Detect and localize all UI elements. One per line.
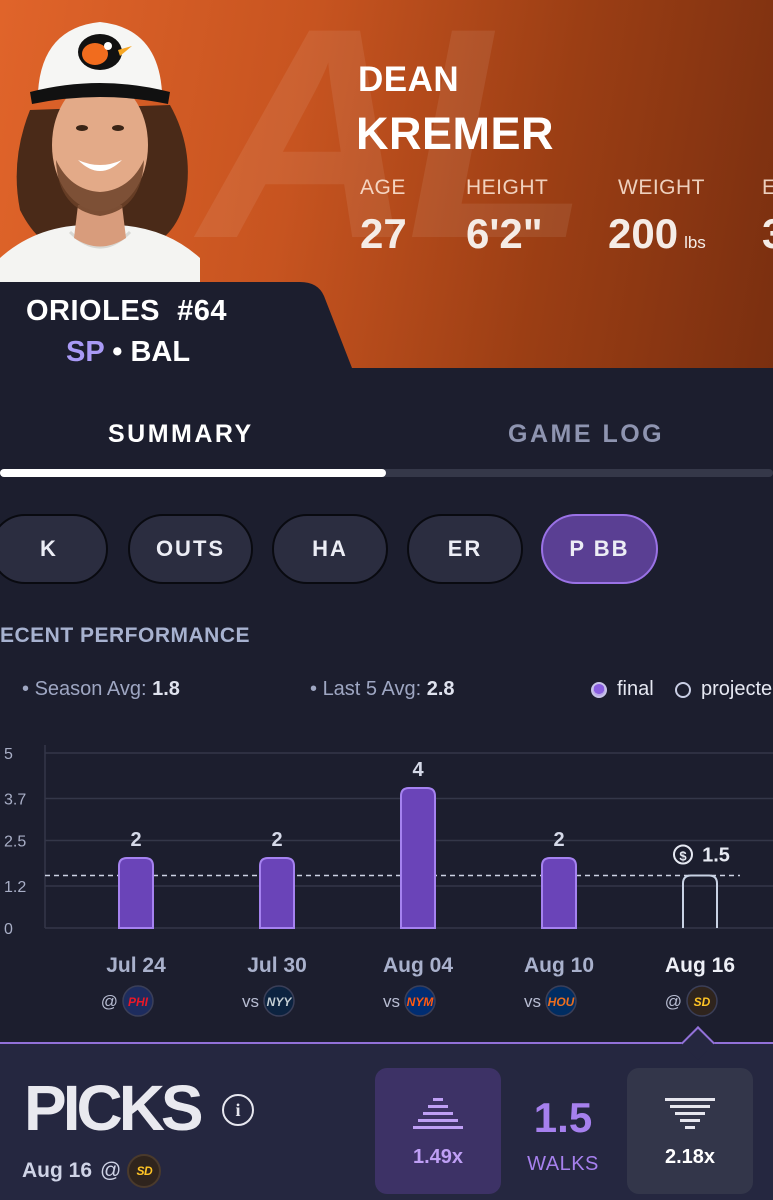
chip-p-bb[interactable]: P BB xyxy=(541,514,658,584)
player-headshot xyxy=(0,22,200,285)
stat-label: HEIGHT xyxy=(466,176,549,199)
stat-label: AGE xyxy=(360,176,406,199)
stat-height: HEIGHT 6'2" xyxy=(466,176,548,258)
opponent-logo: SD xyxy=(127,1154,162,1188)
position: SP xyxy=(66,336,105,368)
bar-value-label: 2 xyxy=(271,829,282,851)
tab-game-log[interactable]: GAME LOG xyxy=(508,420,665,448)
bar-value-label: 4 xyxy=(412,759,424,781)
projected-line-label: $1.5 xyxy=(673,844,730,867)
chip-er[interactable]: ER xyxy=(407,514,523,584)
team-number: ORIOLES #64 xyxy=(26,295,228,327)
bar-value-label: 2 xyxy=(553,829,564,851)
stat-age: AGE 27 xyxy=(360,176,407,258)
picks-logo: PICKS xyxy=(24,1074,204,1140)
tab-summary[interactable]: SUMMARY xyxy=(108,420,254,448)
stat-experience: E 3 xyxy=(762,176,773,258)
stat-value: 3 xyxy=(762,210,773,258)
stat-label: E xyxy=(762,176,773,199)
league-watermark: AL xyxy=(200,0,590,301)
opponent-logo-icon xyxy=(545,985,577,1017)
less-multiplier: 2.18x xyxy=(664,1146,716,1168)
bar-value-label: 2 xyxy=(130,829,141,851)
final-dot-icon xyxy=(591,681,607,698)
picks-logo-text: PICKS xyxy=(24,1074,202,1140)
x-date-label: Jul 24 xyxy=(106,954,166,977)
player-first-name: DEAN xyxy=(358,60,460,99)
legend-final: final xyxy=(591,678,654,701)
x-loc-label: vs xyxy=(242,992,259,1011)
x-date-label: Aug 16 xyxy=(665,954,735,977)
y-tick-label: 2.5 xyxy=(4,834,26,851)
team-tab xyxy=(0,282,360,372)
section-title: ECENT PERFORMANCE xyxy=(0,624,251,647)
stat-value: 27 xyxy=(360,210,407,257)
dollar-icon xyxy=(673,844,693,865)
x-date-label: Aug 04 xyxy=(383,954,453,977)
x-loc-label: @ xyxy=(101,992,118,1011)
stat-label: WEIGHT xyxy=(618,176,705,199)
x-date-label: Aug 10 xyxy=(524,954,594,977)
opponent-abbr: PHI xyxy=(128,995,149,1009)
bar-value-label: 1.5 xyxy=(702,845,730,867)
more-button[interactable]: 1.49x xyxy=(375,1068,501,1194)
x-loc-label: vs xyxy=(383,992,400,1011)
y-tick-label: 3.7 xyxy=(4,792,26,809)
more-multiplier: 1.49x xyxy=(412,1146,464,1168)
bar-final xyxy=(118,857,154,929)
y-tick-label: 5 xyxy=(4,746,13,763)
chip-ha[interactable]: HA xyxy=(272,514,388,584)
pick-line-stat: WALKS xyxy=(527,1153,599,1175)
tab-track xyxy=(0,469,773,477)
bar-final xyxy=(541,857,577,929)
last5-avg: • Last 5 Avg: 2.8 xyxy=(310,678,455,700)
opponent-abbr: HOU xyxy=(548,995,575,1009)
projected-dot-icon xyxy=(675,681,691,698)
bar-final xyxy=(259,857,295,929)
x-loc-label: @ xyxy=(665,992,682,1011)
stat-weight: WEIGHT 200 lbs xyxy=(608,176,706,258)
stat-value: 6'2" xyxy=(466,210,543,257)
separator-dot: • xyxy=(112,336,131,368)
orioles-bird-logo xyxy=(78,34,132,70)
y-tick-label: 0 xyxy=(4,921,13,938)
opponent-abbr: NYM xyxy=(407,995,435,1009)
x-loc-label: vs xyxy=(524,992,541,1011)
chip-k[interactable]: K xyxy=(0,514,108,584)
picks-date: Aug 16 @ SD xyxy=(22,1154,162,1188)
tab-bar: SUMMARY GAME LOG xyxy=(0,400,773,478)
opponent-logo-icon xyxy=(404,985,436,1017)
opponent-abbr: SD xyxy=(694,995,711,1009)
opponent-logo-icon xyxy=(122,985,154,1017)
player-last-name: KREMER xyxy=(356,108,555,159)
season-avg: • Season Avg: 1.8 xyxy=(22,678,180,700)
svg-text:$: $ xyxy=(679,849,687,864)
opponent-abbr: NYY xyxy=(267,995,293,1009)
stat-value: 200 lbs xyxy=(608,210,706,257)
opponent-logo-icon xyxy=(263,985,295,1017)
bar-final xyxy=(400,787,436,929)
chip-outs[interactable]: OUTS xyxy=(128,514,253,584)
x-date-label: Jul 30 xyxy=(247,954,307,977)
player-header: AL DEAN KREMER AGE 27 H xyxy=(0,0,773,368)
pick-line-value: 1.5 xyxy=(533,1094,593,1141)
tab-indicator xyxy=(0,469,386,477)
team-abbr: BAL xyxy=(130,336,191,368)
info-icon[interactable]: i xyxy=(222,1094,254,1126)
legend-projected: projecte xyxy=(675,678,772,701)
y-tick-label: 1.2 xyxy=(4,879,26,896)
more-arrow-icon xyxy=(413,1098,463,1129)
bar-projected xyxy=(682,874,718,928)
opponent-logo-icon xyxy=(686,985,718,1017)
less-arrow-icon xyxy=(665,1098,715,1129)
less-button[interactable]: 2.18x xyxy=(627,1068,753,1194)
position-team: SP • BAL xyxy=(66,336,190,369)
performance-chart: 5 3.7 2.5 1.2 0 2 Jul 24 @ PHI 2 Jul 30 vs NYY 4 Aug 0… xyxy=(4,745,773,1017)
